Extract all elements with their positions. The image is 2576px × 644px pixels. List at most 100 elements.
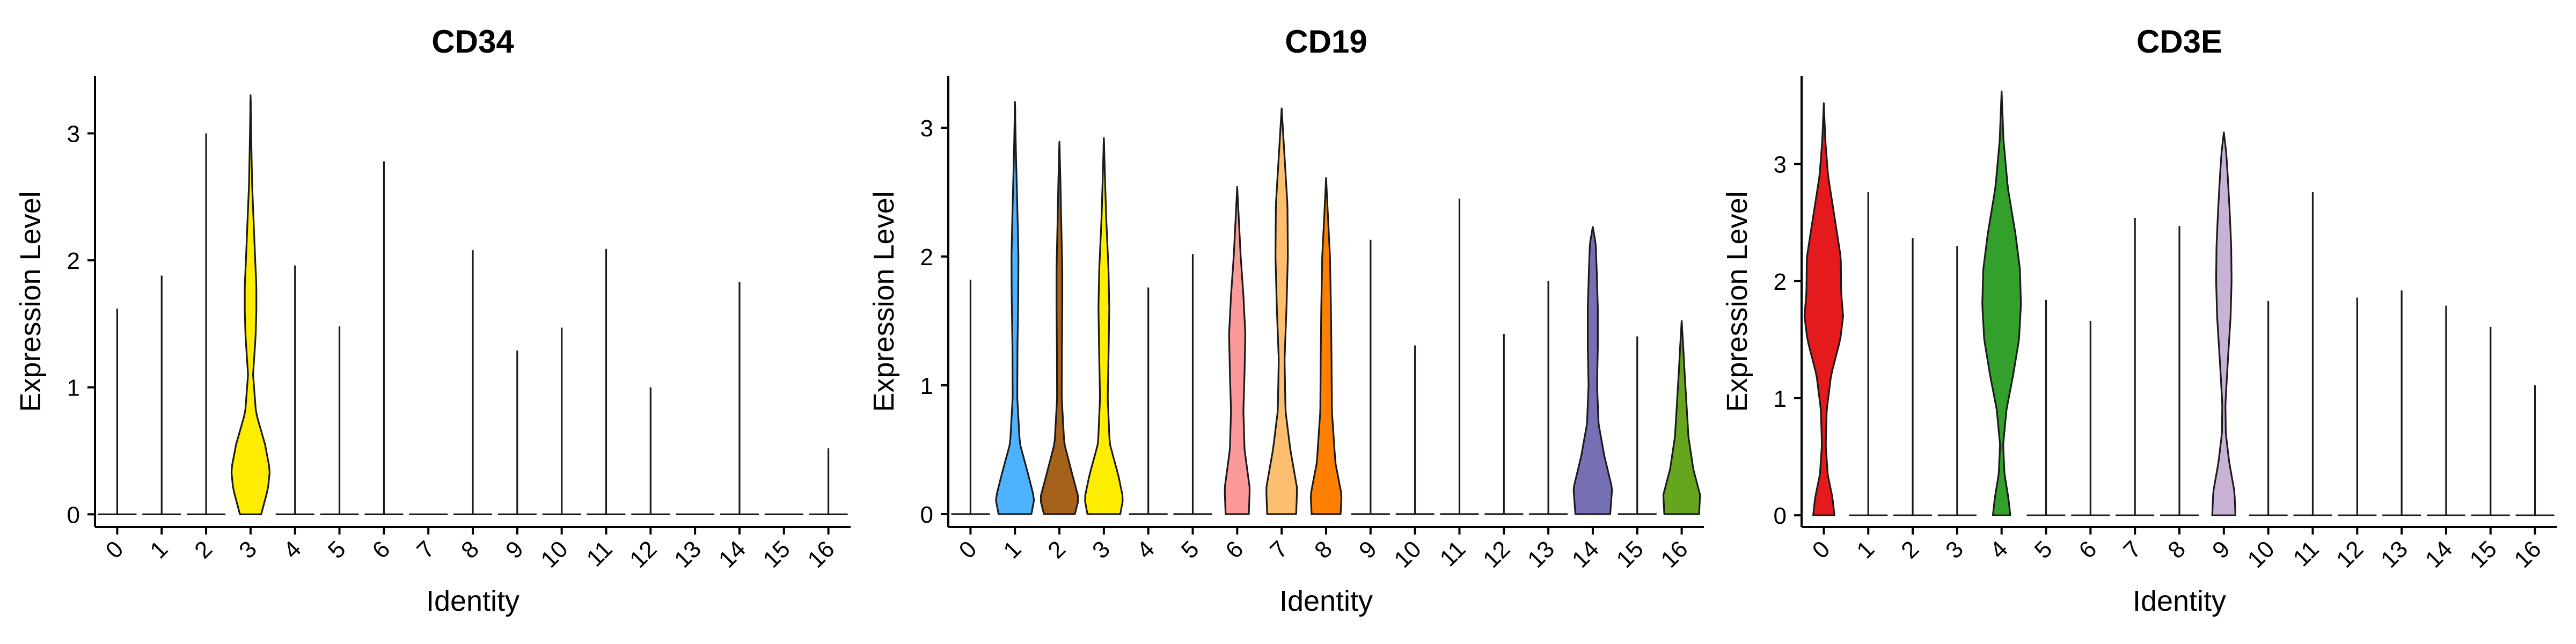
x-tick-label: 13 [1523,536,1560,573]
x-tick-label: 8 [2163,536,2191,564]
panel-title-cd3e: CD3E [2136,24,2222,60]
violin-cd19-3 [1084,137,1124,515]
violin-cd19-5 [1173,254,1212,515]
violin-cd19-2 [1040,141,1079,515]
y-tick-label: 2 [1774,269,1787,295]
y-tick-label: 3 [1774,152,1787,178]
violin-cd19-12 [1484,334,1524,515]
x-tick-label: 13 [2376,536,2413,573]
violin-cd34-16 [809,448,848,515]
violin-cd34-11 [587,248,626,515]
violin-cd19-10 [1395,345,1435,515]
violin-cd3e-1 [1849,192,1888,516]
x-tick-label: 5 [323,536,351,564]
violin-cd19-0 [951,280,990,515]
violin-cd19-1 [995,101,1035,515]
x-tick-label: 12 [625,536,662,573]
x-tick-label: 0 [1807,536,1835,564]
violin-cd3e-8 [2160,226,2199,516]
panel-title-cd34: CD34 [431,24,514,60]
x-tick-label: 6 [367,536,395,564]
x-tick-label: 14 [1567,536,1604,573]
x-tick-label: 13 [669,536,706,573]
violin-cd3e-3 [1937,246,1977,516]
x-tick-label: 3 [1087,536,1115,564]
y-axis-title: Expression Level [1721,191,1753,412]
x-tick-label: 5 [2030,536,2058,564]
violin-cd3e-9 [2211,131,2237,516]
x-axis-title: Identity [2133,585,2226,617]
violin-cd3e-5 [2026,299,2066,516]
violin-cd34-9 [497,350,537,515]
y-tick-label: 2 [67,248,80,274]
y-tick-label: 0 [920,502,933,528]
x-tick-label: 16 [2509,536,2546,573]
x-tick-label: 4 [1132,536,1160,564]
x-tick-label: 16 [1656,536,1693,573]
y-tick-label: 2 [920,244,933,270]
violin-cd3e-12 [2338,297,2377,516]
x-tick-label: 6 [1220,536,1248,564]
violin-cd3e-2 [1893,238,1933,516]
violin-cd3e-13 [2382,290,2421,516]
panel-title-cd19: CD19 [1285,24,1367,60]
x-tick-label: 1 [998,536,1026,564]
violin-cd19-9 [1351,239,1390,515]
violin-cd19-14 [1572,226,1613,515]
violin-cd19-11 [1440,199,1479,515]
violin-cd3e-14 [2426,305,2465,516]
violin-cd34-5 [320,326,359,515]
x-tick-label: 16 [802,536,839,573]
violin-cd3e-6 [2071,321,2110,516]
violin-cd34-4 [275,265,314,515]
x-tick-label: 14 [2420,536,2457,573]
violin-cd34-12 [631,387,670,515]
y-tick-label: 0 [1774,503,1787,529]
x-tick-label: 2 [1896,536,1924,564]
x-tick-label: 4 [1985,536,2013,564]
x-tick-label: 2 [1043,536,1071,564]
x-tick-label: 10 [1389,536,1426,573]
violin-cd3e-7 [2116,218,2155,516]
violin-cd3e-4 [1981,90,2022,516]
x-tick-label: 8 [1309,536,1337,564]
x-tick-label: 11 [582,536,618,572]
x-tick-label: 4 [279,536,306,564]
x-tick-label: 11 [1435,536,1471,572]
violin-cd34-14 [720,282,759,515]
violin-cd19-16 [1662,320,1701,515]
x-tick-label: 9 [1354,536,1382,564]
x-tick-label: 7 [1265,536,1293,564]
y-tick-label: 3 [67,121,80,147]
violin-cd34-8 [453,250,492,515]
x-tick-label: 10 [2242,536,2279,573]
x-tick-label: 10 [536,536,573,573]
violin-cd3e-11 [2293,192,2332,516]
x-tick-label: 12 [1478,536,1515,573]
x-axis-title: Identity [426,585,519,617]
violin-cd19-7 [1265,107,1298,515]
x-tick-label: 5 [1176,536,1204,564]
x-tick-label: 9 [501,536,529,564]
violin-cd19-4 [1129,287,1168,515]
y-tick-label: 1 [920,373,933,399]
x-tick-label: 0 [954,536,982,564]
x-tick-label: 2 [189,536,217,564]
violin-cd34-6 [364,161,404,515]
x-axis-title: Identity [1279,585,1373,617]
violin-cd19-6 [1224,186,1251,515]
violin-cd34-10 [542,327,581,515]
x-tick-label: 12 [2331,536,2368,573]
y-axis-title: Expression Level [14,191,47,412]
violin-cd3e-16 [2515,385,2555,516]
x-tick-label: 3 [1941,536,1968,564]
violin-cd34-1 [142,275,181,515]
x-tick-label: 9 [2207,536,2235,564]
y-tick-label: 1 [1774,386,1787,412]
violin-cd19-13 [1529,281,1568,515]
violin-cd34-3 [230,94,271,515]
x-tick-label: 6 [2074,536,2102,564]
